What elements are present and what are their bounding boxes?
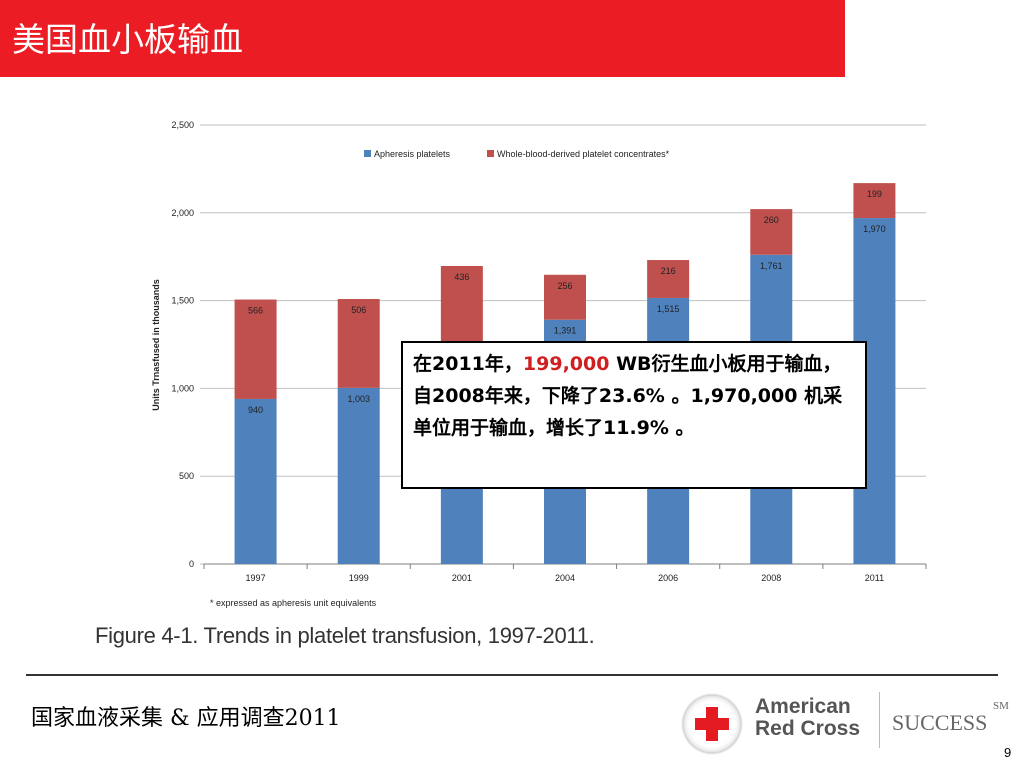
data-label: 216 — [661, 266, 676, 276]
logo-separator — [879, 692, 880, 748]
y-tick-label: 1,500 — [171, 296, 194, 306]
data-label: 199 — [867, 189, 882, 199]
legend-swatch — [364, 150, 371, 157]
legend-swatch — [487, 150, 494, 157]
data-label: 256 — [557, 281, 572, 291]
callout-text: 年来，下降了 — [484, 385, 599, 407]
data-label: 940 — [248, 405, 263, 415]
bar-whole-blood — [853, 183, 896, 219]
callout-text: 在 — [413, 353, 433, 375]
bar-whole-blood — [647, 260, 690, 298]
legend-label: Whole-blood-derived platelet concentrate… — [497, 149, 670, 159]
data-label: 436 — [454, 272, 469, 282]
org-name-line1: American — [755, 695, 851, 718]
bar-whole-blood — [440, 266, 483, 343]
x-tick-label: 2001 — [452, 573, 472, 583]
slide-title: 美国血小板输血 — [12, 20, 243, 59]
callout-text: 2011 — [432, 353, 485, 375]
callout-text: WB — [609, 353, 652, 375]
x-tick-label: 2008 — [761, 573, 781, 583]
bar-whole-blood — [234, 299, 277, 399]
data-label: 1,761 — [760, 261, 783, 271]
chart-footnote: * expressed as apheresis unit equivalent… — [210, 598, 377, 608]
callout-text: 。 — [664, 385, 691, 407]
legend-label: Apheresis platelets — [374, 149, 451, 159]
red-cross-icon — [683, 695, 741, 753]
data-label: 1,970 — [863, 224, 886, 234]
callout-text: 年， — [484, 353, 523, 375]
figure-caption: Figure 4-1. Trends in platelet transfusi… — [95, 623, 595, 648]
data-label: 1,391 — [554, 326, 577, 336]
callout-text: 衍生血小板用于输血，自 — [413, 353, 842, 407]
red-cross-logo: American Red Cross SUCCESS SM — [683, 692, 1013, 753]
y-tick-label: 500 — [179, 471, 194, 481]
survey-label: 国家血液采集 & 应用调查2011 — [31, 706, 341, 731]
callout-text: 。 — [668, 417, 695, 439]
page-number: 9 — [1004, 745, 1012, 760]
x-tick-label: 2004 — [555, 573, 575, 583]
x-tick-label: 2006 — [658, 573, 678, 583]
callout-text: 机采单位用于输血，增长了 — [413, 385, 843, 439]
callout-box: 在2011年，199,000 WB衍生血小板用于输血，自2008年来，下降了23… — [401, 341, 867, 489]
footer-divider — [26, 674, 998, 676]
bar-apheresis — [337, 387, 380, 564]
callout-text: 2008 — [432, 385, 485, 407]
brand-text: SUCCESS — [892, 710, 988, 735]
org-name: American Red Cross — [755, 696, 885, 740]
y-tick-label: 2,000 — [171, 208, 194, 218]
data-label: 506 — [351, 305, 366, 315]
callout-text: 23.6% — [598, 385, 665, 407]
data-label: 1,003 — [347, 394, 370, 404]
data-label: 260 — [764, 215, 779, 225]
x-tick-label: 2011 — [865, 573, 884, 583]
brand-mark: SM — [993, 700, 1009, 712]
y-tick-label: 2,500 — [171, 120, 194, 130]
y-axis-title: Units Trnasfused in thousands — [151, 279, 161, 411]
x-tick-label: 1997 — [246, 573, 266, 583]
y-tick-label: 0 — [189, 559, 194, 569]
bar-whole-blood — [544, 274, 586, 320]
callout-text: 1,970,000 — [690, 385, 798, 407]
callout-text: 11.9% — [603, 417, 669, 439]
bar-whole-blood — [750, 209, 793, 255]
bar-whole-blood — [337, 299, 380, 388]
y-tick-label: 1,000 — [171, 383, 194, 393]
bar-apheresis — [234, 398, 277, 564]
title-bar: 美国血小板输血 — [0, 0, 845, 77]
data-label: 1,515 — [657, 304, 680, 314]
callout-highlight: 199,000 — [522, 353, 610, 375]
data-label: 566 — [248, 306, 263, 316]
x-tick-label: 1999 — [349, 573, 369, 583]
org-name-line2: Red Cross — [755, 717, 861, 740]
